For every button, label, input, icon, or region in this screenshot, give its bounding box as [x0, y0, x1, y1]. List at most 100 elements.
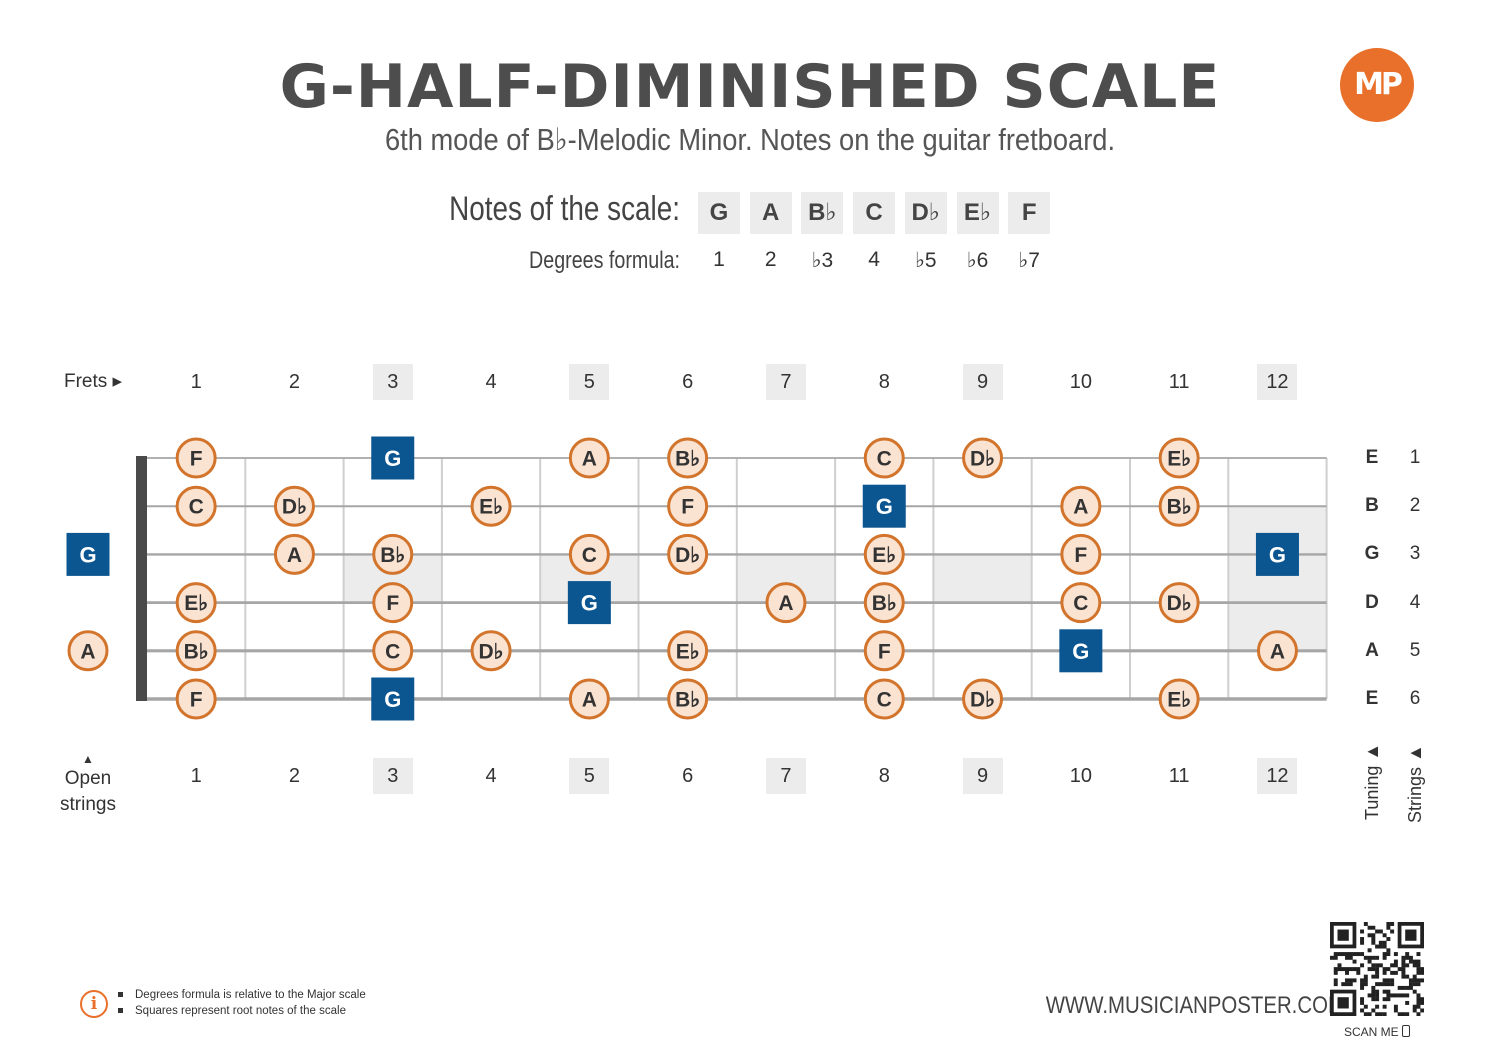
note-s5-f3-shape — [372, 630, 414, 672]
note-s3-f2-shape — [273, 533, 315, 575]
note-s4-f3-shape — [372, 582, 414, 624]
note-s4-f1: E♭ — [184, 592, 208, 615]
scale-note-1: G — [698, 192, 740, 234]
scan-me-label: SCAN ME — [1330, 1025, 1424, 1039]
note-s2-f4: E♭ — [479, 496, 503, 519]
note-s1-f6: B♭ — [675, 448, 700, 471]
strings-label: Strings ▲ — [1405, 744, 1425, 823]
fret-number-top-12: 12 — [1257, 364, 1298, 400]
qr-code[interactable] — [1330, 922, 1424, 1016]
note-s3-f10-shape — [1060, 533, 1102, 575]
tuning-string-2: B — [1365, 495, 1379, 517]
open-note-s5-shape — [67, 630, 109, 672]
scale-note-4: C — [853, 192, 896, 234]
footnote-squares: Squares represent root notes of the scal… — [118, 1005, 346, 1017]
tuning-string-4: D — [1365, 591, 1379, 613]
note-s1-f11-shape — [1158, 437, 1200, 479]
note-s5-f6-shape — [667, 630, 709, 672]
tuning-label: Tuning ▲ — [1362, 742, 1382, 820]
note-s2-f1: C — [189, 496, 204, 519]
scale-degree-6: ♭6 — [966, 249, 989, 272]
note-s6-f5-shape — [568, 678, 610, 720]
note-s5-f4-shape — [470, 630, 512, 672]
open-label-line2: strings — [60, 794, 116, 815]
scale-degree-1: 1 — [713, 248, 725, 271]
scale-degree-4: 4 — [868, 248, 880, 271]
note-s4-f10-shape — [1060, 582, 1102, 624]
fret-number-bottom-12: 12 — [1257, 758, 1298, 794]
note-s3-f10: F — [1074, 544, 1087, 567]
nut — [136, 456, 147, 701]
open-strings-label: ▲ Open strings — [50, 752, 126, 818]
note-s1-f1-shape — [175, 437, 217, 479]
note-s4-f11-shape — [1158, 582, 1200, 624]
website-link[interactable]: WWW.MUSICIANPOSTER.COM — [1045, 992, 1345, 1019]
footnote-degrees: Degrees formula is relative to the Major… — [118, 989, 366, 1001]
note-s3-f12-shape — [1255, 532, 1299, 576]
note-s5-f1-shape — [175, 630, 217, 672]
fret-number-top-8: 8 — [878, 371, 890, 393]
note-s4-f8: B♭ — [872, 592, 897, 615]
note-s2-f11-shape — [1158, 485, 1200, 527]
note-s5-f12-shape — [1256, 630, 1298, 672]
string-number-3: 3 — [1409, 543, 1421, 565]
tuning-string-5: A — [1365, 639, 1379, 661]
fret-number-bottom-3: 3 — [372, 758, 413, 794]
note-s3-f5-shape — [568, 533, 610, 575]
note-s2-f4-shape — [470, 485, 512, 527]
fret-number-bottom-5: 5 — [569, 758, 610, 794]
scale-note-5: D♭ — [904, 192, 947, 234]
note-s1-f6-shape — [667, 437, 709, 479]
note-s3-f12: G — [1269, 542, 1286, 567]
note-s1-f9-shape — [962, 437, 1004, 479]
note-s2-f6-shape — [667, 485, 709, 527]
fret-number-top-2: 2 — [288, 371, 300, 393]
phone-icon — [1402, 1025, 1411, 1037]
note-s4-f7-shape — [765, 582, 807, 624]
note-s2-f1-shape — [175, 485, 217, 527]
note-s5-f4: D♭ — [479, 640, 504, 663]
note-s5-f10: G — [1072, 639, 1089, 664]
note-s2-f6: F — [681, 496, 694, 519]
note-s6-f11: E♭ — [1167, 689, 1191, 712]
note-s2-f8-shape — [862, 484, 906, 528]
note-s1-f9: D♭ — [970, 448, 995, 471]
note-s5-f12: A — [1270, 640, 1285, 663]
fret-number-top-5: 5 — [569, 364, 610, 400]
fret-number-bottom-4: 4 — [485, 765, 497, 787]
note-s6-f9-shape — [962, 678, 1004, 720]
note-s1-f8: C — [877, 448, 892, 471]
scale-note-2: A — [749, 192, 792, 234]
notes-of-scale-label: Notes of the scale: — [449, 190, 680, 228]
scale-degree-5: ♭5 — [915, 249, 937, 272]
note-s6-f3-shape — [371, 677, 415, 721]
fret-number-top-11: 11 — [1168, 371, 1190, 393]
note-s4-f5-shape — [567, 581, 611, 625]
note-s4-f7: A — [778, 592, 793, 615]
note-s5-f3: C — [385, 640, 400, 663]
fret-number-bottom-8: 8 — [878, 765, 890, 787]
note-s5-f8-shape — [863, 630, 905, 672]
note-s6-f3: G — [384, 687, 401, 712]
note-s2-f2: D♭ — [282, 496, 307, 519]
note-s1-f1: F — [190, 448, 203, 471]
musicianposter-logo[interactable]: MP — [1340, 48, 1414, 122]
note-s6-f6-shape — [667, 678, 709, 720]
note-s3-f2: A — [287, 544, 302, 567]
note-s3-f6: D♭ — [675, 544, 700, 567]
note-s2-f11: B♭ — [1167, 496, 1192, 519]
tuning-string-1: E — [1365, 447, 1379, 468]
note-s1-f11: E♭ — [1167, 448, 1191, 471]
fret-number-bottom-1: 1 — [190, 765, 202, 787]
open-note-s5: A — [80, 640, 95, 663]
scale-note-3: B♭ — [801, 192, 844, 234]
note-s2-f10: A — [1073, 496, 1088, 519]
note-s3-f6-shape — [667, 533, 709, 575]
note-s1-f5-shape — [568, 437, 610, 479]
fret-number-bottom-11: 11 — [1168, 765, 1190, 787]
fret-number-bottom-10: 10 — [1069, 765, 1092, 787]
note-s3-f3: B♭ — [380, 544, 405, 567]
fret-number-bottom-7: 7 — [765, 758, 806, 794]
note-s6-f1: F — [190, 689, 203, 712]
